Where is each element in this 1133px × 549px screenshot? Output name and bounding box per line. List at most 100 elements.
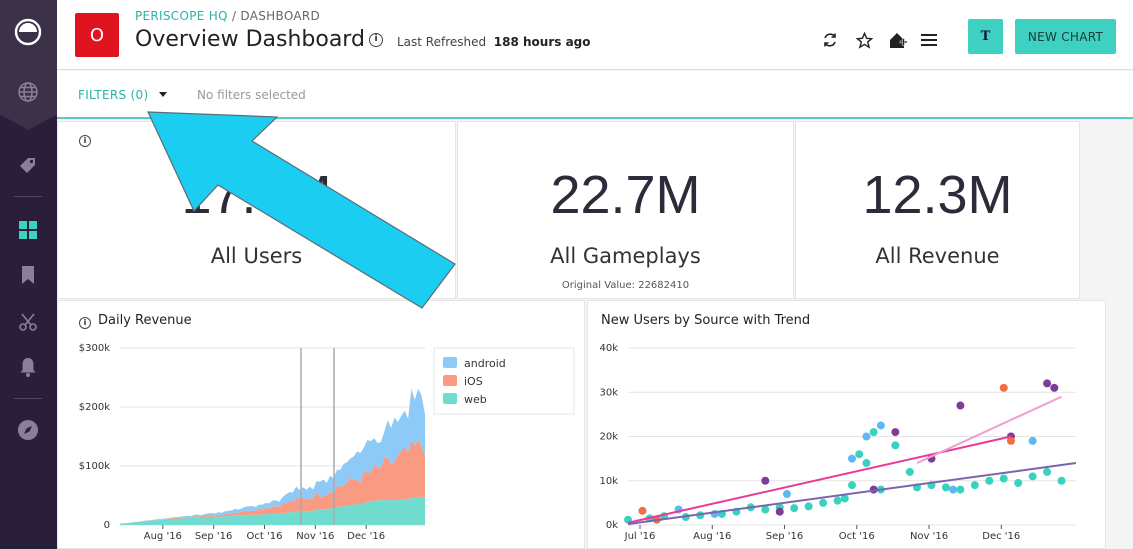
info-icon[interactable]: i (79, 317, 91, 329)
breadcrumb-org[interactable]: PERISCOPE HQ (135, 9, 228, 23)
y-tick-label: $100k (79, 461, 110, 472)
x-tick-label: Nov '16 (296, 531, 334, 542)
refresh-icon[interactable] (821, 31, 839, 49)
kpi-value: 17.7M (181, 165, 332, 225)
scatter-point-blue (1028, 436, 1037, 445)
breadcrumb: PERISCOPE HQ / DASHBOARD (135, 9, 320, 23)
breadcrumb-section[interactable]: DASHBOARD (240, 9, 321, 23)
scatter-point-blue (848, 454, 856, 463)
dashboard-grid-icon[interactable] (14, 216, 42, 244)
scatter-point-purple (1050, 383, 1059, 392)
x-tick-label: Dec '16 (347, 531, 385, 542)
kpi-value: 12.3M (862, 165, 1013, 225)
scatter-point-teal (891, 441, 900, 450)
filters-status: No filters selected (197, 88, 306, 102)
scissors-icon[interactable] (14, 308, 42, 336)
scatter-point-teal (999, 474, 1008, 483)
sidebar-separator (14, 196, 42, 197)
scatter-point-teal (833, 496, 842, 505)
legend-swatch (443, 357, 457, 368)
dashboard-logo: O (75, 13, 119, 57)
y-tick-label: 20k (599, 432, 618, 443)
scatter-point-purple (775, 507, 784, 516)
breadcrumb-separator: / (227, 9, 241, 23)
scatter-point-blue (949, 485, 958, 494)
tag-icon[interactable] (14, 152, 42, 180)
kpi-card-users[interactable]: i 17.7M All Users (57, 121, 456, 299)
kpi-label: All Revenue (875, 244, 1000, 268)
scatter-point-teal (1043, 467, 1052, 476)
x-tick-label: Dec '16 (982, 531, 1020, 542)
scatter-point-teal (905, 467, 914, 476)
compass-icon[interactable] (14, 416, 42, 444)
legend-box (433, 347, 575, 415)
scatter-point-teal (761, 505, 770, 514)
legend-label: web (464, 393, 487, 406)
filters-bar: FILTERS (0) No filters selected (57, 71, 1133, 119)
scatter-point-orange (999, 383, 1008, 392)
x-tick-label: Jul '16 (624, 531, 656, 542)
scatter-point-teal (819, 498, 828, 507)
scatter-point-teal (985, 476, 994, 485)
x-tick-label: Aug '16 (144, 531, 182, 542)
kpi-note: Original Value: 22682410 (561, 280, 690, 291)
logo-circle-icon[interactable] (14, 18, 42, 46)
x-tick-label: Nov '16 (910, 531, 948, 542)
scatter-point-blue (862, 432, 871, 441)
menu-icon[interactable] (920, 31, 938, 49)
y-tick-label: 10k (599, 476, 618, 487)
star-icon[interactable] (855, 31, 873, 49)
refreshed-label: Last Refreshed (397, 35, 487, 49)
scatter-point-purple (891, 428, 900, 437)
home-plus-icon[interactable] (889, 31, 907, 49)
info-icon[interactable]: i (79, 135, 91, 147)
info-icon[interactable]: i (369, 33, 383, 47)
daily-revenue-card[interactable]: i Daily Revenue 0 $100k $200k $300k Aug '16… (57, 300, 585, 549)
page-title: Overview Dashboard (135, 27, 365, 52)
bookmark-icon[interactable] (14, 261, 42, 289)
sidebar (0, 0, 57, 549)
area-series-web (120, 496, 425, 525)
logo-letter: O (89, 24, 105, 46)
new-users-chart: 0k 10k 20k 30k 40k Jul '16 Aug '16 Sep '16 Oct … (599, 343, 1077, 542)
kpi-card-revenue[interactable]: 12.3M All Revenue (795, 121, 1080, 299)
scatter-point-orange (1006, 436, 1015, 445)
scatter-point-teal (970, 481, 979, 490)
caret-down-icon[interactable] (159, 92, 167, 97)
legend-swatch (443, 375, 457, 386)
scatter-point-teal (1014, 478, 1023, 487)
kpi-value: 22.7M (550, 165, 701, 225)
scatter-point-teal (941, 483, 950, 492)
globe-icon[interactable] (14, 78, 42, 106)
scatter-point-teal (1057, 476, 1066, 485)
bell-icon[interactable] (14, 353, 42, 381)
trend-line (627, 462, 1077, 526)
trend-line (916, 395, 1062, 464)
y-tick-label: 30k (599, 387, 618, 398)
scatter-point-teal (956, 485, 965, 494)
legend-label: iOS (464, 375, 483, 388)
scatter-point-purple (761, 476, 770, 485)
user-avatar-button[interactable]: T (968, 19, 1003, 54)
filters-toggle[interactable]: FILTERS (0) (78, 88, 149, 102)
scatter-point-teal (869, 428, 878, 437)
scatter-point-purple (956, 401, 965, 410)
y-tick-label: 0 (104, 520, 110, 531)
new-chart-button[interactable]: NEW CHART (1015, 19, 1116, 54)
last-refreshed: Last Refreshed 188 hours ago (397, 35, 591, 49)
trend-line (627, 435, 1012, 524)
kpi-card-gameplays[interactable]: 22.7M All Gameplays Original Value: 2268… (457, 121, 794, 299)
scatter-point-teal (848, 481, 856, 490)
x-tick-label: Oct '16 (839, 531, 875, 542)
x-tick-label: Oct '16 (247, 531, 283, 542)
kpi-label: All Gameplays (550, 244, 701, 268)
y-tick-label: 0k (606, 520, 618, 531)
sidebar-top-block (0, 0, 57, 130)
refreshed-value: 188 hours ago (493, 35, 591, 49)
scatter-point-teal (804, 502, 813, 511)
kpi-label: All Users (210, 244, 303, 268)
scatter-point-blue (782, 490, 791, 499)
scatter-point-teal (790, 504, 799, 513)
new-users-card[interactable]: New Users by Source with Trend 0k 10k 20k 3… (587, 300, 1106, 549)
x-tick-label: Sep '16 (195, 531, 233, 542)
